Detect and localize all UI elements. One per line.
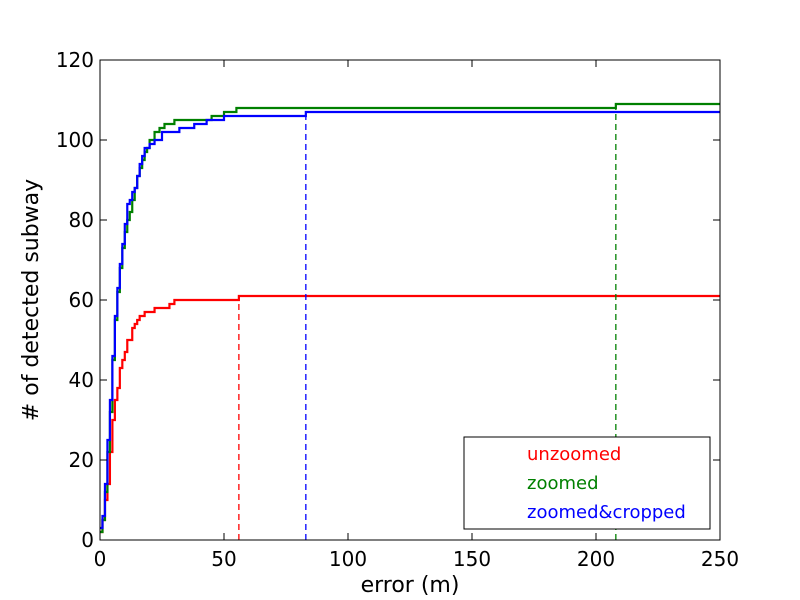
y-tick-label: 40 [69, 368, 94, 392]
x-tick-label: 0 [94, 547, 107, 571]
legend-entry-zoomed: zoomed [527, 473, 599, 494]
series-line-zoomed-cropped [100, 110, 720, 530]
legend-box [463, 436, 711, 530]
y-tick-label: 60 [69, 288, 94, 312]
x-tick-label: 200 [577, 547, 615, 571]
legend-entry-zoomed-cropped: zoomed&cropped [527, 502, 686, 523]
legend-entry-unzoomed: unzoomed [527, 444, 621, 465]
y-tick-label: 120 [56, 48, 94, 72]
x-axis-label: error (m) [361, 573, 460, 598]
x-tick-label: 150 [453, 547, 491, 571]
y-tick-label: 20 [69, 448, 94, 472]
series-layer [100, 102, 720, 534]
legend: unzoomed zoomed zoomed&cropped [463, 436, 711, 530]
y-tick-label: 0 [81, 528, 94, 552]
tick-layer: 0 50 100 150 200 250 0 20 40 60 80 100 120 [56, 48, 739, 571]
y-axis-label: # of detected subway [19, 179, 44, 421]
y-tick-label: 100 [56, 128, 94, 152]
x-tick-label: 250 [701, 547, 739, 571]
y-tick-label: 80 [69, 208, 94, 232]
x-tick-label: 100 [329, 547, 367, 571]
x-tick-label: 50 [211, 547, 236, 571]
